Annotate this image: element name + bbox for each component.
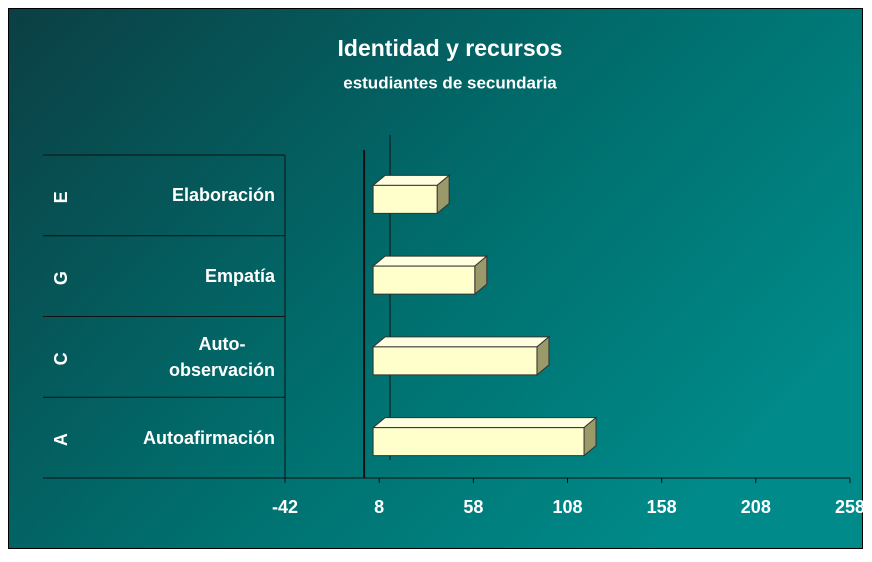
- bar-front: [372, 427, 585, 457]
- category-label: Auto-observación: [168, 333, 276, 380]
- x-tick-label: 108: [552, 497, 582, 517]
- bar: [371, 416, 598, 457]
- bar-top: [371, 174, 451, 186]
- bar: [371, 255, 489, 296]
- x-tick-label: 208: [741, 497, 771, 517]
- bar-top: [371, 336, 551, 348]
- category-label: Autoafirmación: [142, 427, 275, 448]
- bar: [371, 174, 451, 215]
- group-label: A: [51, 433, 71, 446]
- bar-top: [371, 255, 489, 267]
- x-tick-label: 8: [374, 497, 384, 517]
- chart-title: Identidad y recursos: [338, 35, 563, 61]
- bar: [371, 335, 551, 376]
- group-label: G: [51, 271, 71, 285]
- bar-top: [371, 417, 598, 429]
- x-tick-label: 158: [647, 497, 677, 517]
- group-label: C: [51, 352, 71, 365]
- bar-front: [372, 184, 438, 214]
- x-tick-label: 258: [835, 497, 865, 517]
- chart-subtitle: estudiantes de secundaria: [343, 73, 557, 92]
- bar-front: [372, 346, 538, 376]
- x-tick-label: 58: [463, 497, 483, 517]
- bar-front: [372, 265, 476, 295]
- category-label: Elaboración: [171, 185, 275, 206]
- x-tick-label: -42: [272, 497, 298, 517]
- group-label: E: [51, 191, 71, 203]
- category-label: Empatía: [204, 266, 275, 287]
